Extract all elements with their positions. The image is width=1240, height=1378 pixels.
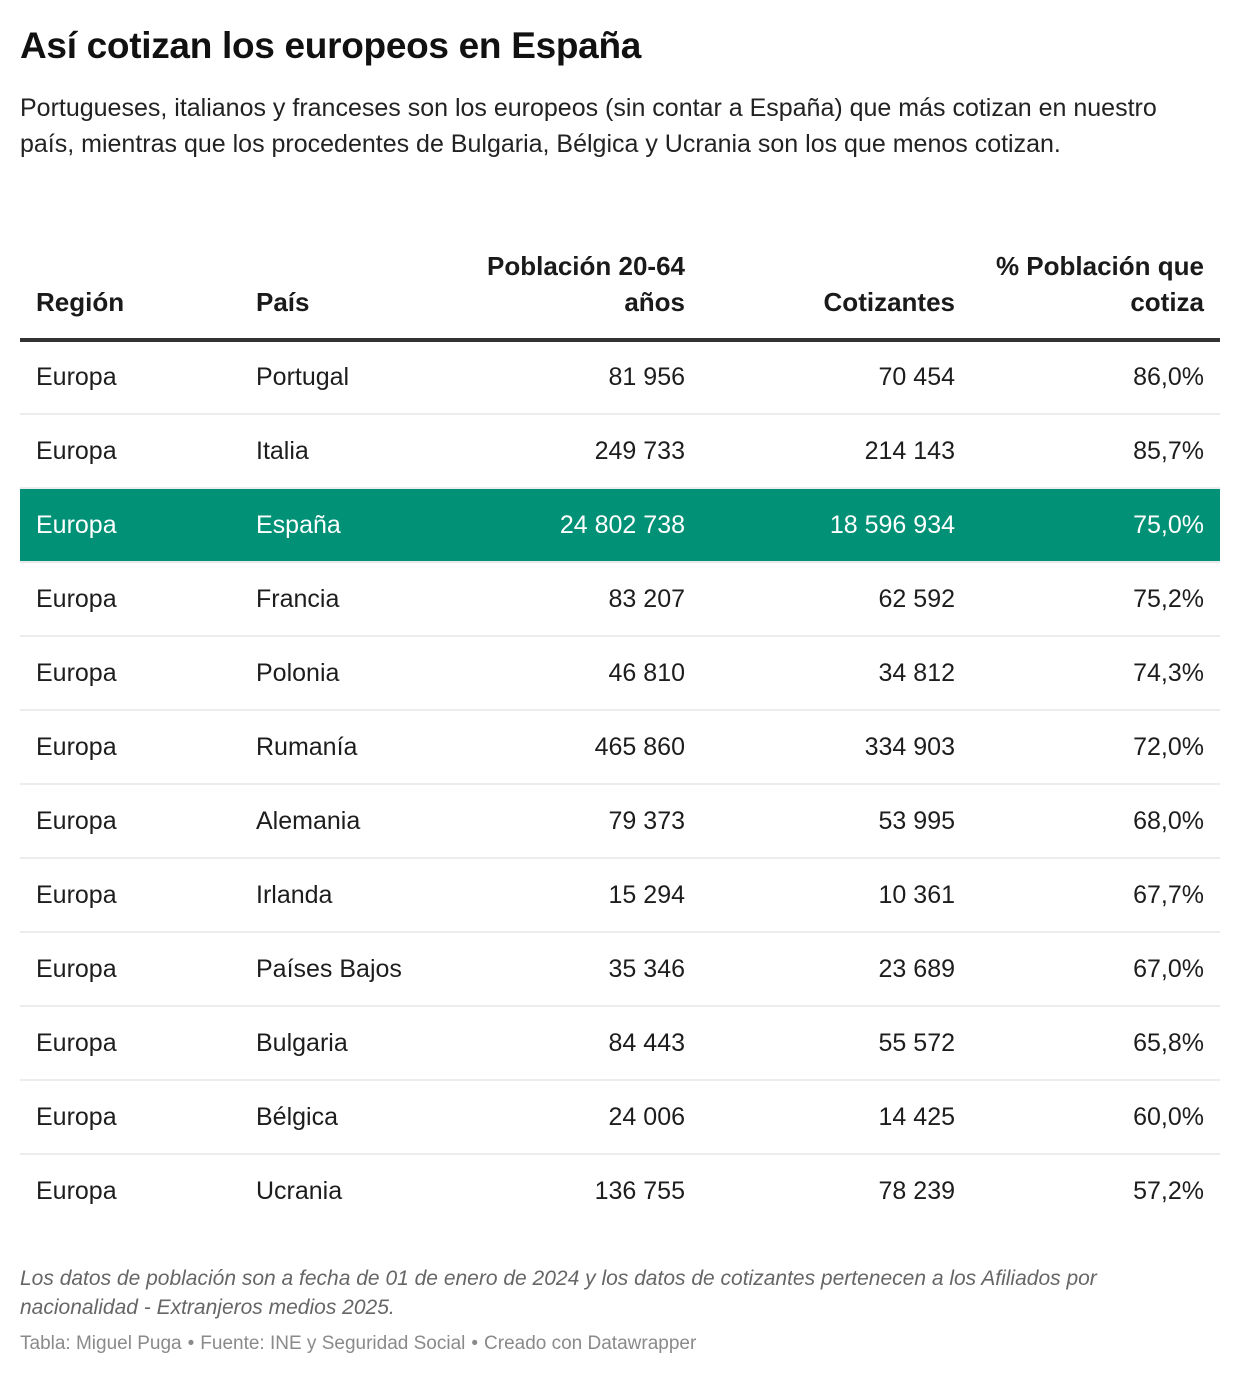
cell-region: Europa bbox=[36, 1177, 117, 1205]
cell-population: 24 006 bbox=[440, 1080, 701, 1155]
column-header-contributors[interactable]: Cotizantes bbox=[701, 240, 971, 342]
cell-population: 15 294 bbox=[440, 858, 701, 933]
cell-contributors: 34 812 bbox=[701, 636, 971, 711]
cell-population: 83 207 bbox=[440, 562, 701, 637]
data-table: Región País Población 20-64 años Cotizan… bbox=[20, 240, 1220, 1228]
cell-contributors: 10 361 bbox=[701, 858, 971, 933]
column-header-country[interactable]: País bbox=[240, 240, 440, 342]
chart-notes: Los datos de población son a fecha de 01… bbox=[20, 1267, 1097, 1319]
table-row: Europa Francia 83 207 62 592 75,2% bbox=[20, 562, 1220, 637]
credit-separator: • bbox=[471, 1333, 479, 1354]
table-row: Europa Bulgaria 84 443 55 572 65,8% bbox=[20, 1006, 1220, 1081]
table-row: Europa Portugal 81 956 70 454 86,0% bbox=[20, 340, 1220, 415]
cell-region: Europa bbox=[20, 488, 240, 563]
table-row: Europa Ucrania 136 755 78 239 57,2% bbox=[20, 1154, 1220, 1228]
column-header-percentage[interactable]: % Población que cotiza bbox=[971, 240, 1220, 342]
cell-percentage: 75,2% bbox=[971, 562, 1220, 637]
cell-region: Europa bbox=[20, 636, 240, 711]
cell-contributors: 14 425 bbox=[701, 1080, 971, 1155]
cell-percentage: 60,0% bbox=[971, 1080, 1220, 1155]
cell-region: Europa bbox=[20, 1006, 240, 1081]
cell-region: Europa bbox=[20, 710, 240, 785]
cell-population: 35 346 bbox=[440, 932, 701, 1007]
cell-population: 24 802 738 bbox=[440, 488, 701, 563]
cell-percentage: 67,7% bbox=[971, 858, 1220, 933]
cell-population: 79 373 bbox=[440, 784, 701, 859]
header-row: Región País Población 20-64 años Cotizan… bbox=[20, 240, 1220, 342]
chart-title: Así cotizan los europeos en España bbox=[20, 25, 642, 66]
cell-contributors: 62 592 bbox=[701, 562, 971, 637]
cell-country: Francia bbox=[240, 562, 440, 637]
cell-country: Alemania bbox=[240, 784, 440, 859]
cell-contributors: 214 143 bbox=[701, 414, 971, 489]
cell-region: Europa bbox=[20, 784, 240, 859]
cell-contributors: 55 572 bbox=[701, 1006, 971, 1081]
table-row: Europa Italia 249 733 214 143 85,7% bbox=[20, 414, 1220, 489]
cell-country: España bbox=[240, 488, 440, 563]
cell-country: Ucrania bbox=[256, 1177, 343, 1205]
cell-country: Países Bajos bbox=[240, 932, 440, 1007]
cell-population: 136 755 bbox=[594, 1177, 685, 1205]
cell-percentage: 75,0% bbox=[971, 488, 1220, 563]
cell-contributors: 70 454 bbox=[701, 340, 971, 415]
cell-region: Europa bbox=[20, 414, 240, 489]
chart-credits: Tabla: Miguel Puga • Fuente: INE y Segurid… bbox=[20, 1330, 696, 1358]
table-header: Región País Población 20-64 años Cotizan… bbox=[20, 240, 1220, 342]
credit-tool-link[interactable]: Creado con Datawrapper bbox=[484, 1333, 697, 1354]
cell-population: 81 956 bbox=[440, 340, 701, 415]
data-table-container: Región País Población 20-64 años Cotizan… bbox=[20, 240, 1220, 1228]
cell-percentage: 85,7% bbox=[971, 414, 1220, 489]
cell-country: Polonia bbox=[240, 636, 440, 711]
credit-author: Tabla: Miguel Puga bbox=[20, 1333, 182, 1354]
cell-population: 465 860 bbox=[440, 710, 701, 785]
table-row: Europa Rumanía 465 860 334 903 72,0% bbox=[20, 710, 1220, 785]
cell-contributors: 78 239 bbox=[878, 1177, 955, 1205]
cell-country: Irlanda bbox=[240, 858, 440, 933]
table-row: Europa Bélgica 24 006 14 425 60,0% bbox=[20, 1080, 1220, 1155]
table-row: Europa Alemania 79 373 53 995 68,0% bbox=[20, 784, 1220, 859]
table-row-highlighted: Europa España 24 802 738 18 596 934 75,0… bbox=[20, 488, 1220, 563]
cell-contributors: 334 903 bbox=[701, 710, 971, 785]
cell-region: Europa bbox=[20, 562, 240, 637]
table-row: Europa Polonia 46 810 34 812 74,3% bbox=[20, 636, 1220, 711]
cell-country: Bélgica bbox=[240, 1080, 440, 1155]
table-row: Europa Irlanda 15 294 10 361 67,7% bbox=[20, 858, 1220, 933]
column-header-population[interactable]: Población 20-64 años bbox=[440, 240, 701, 342]
table-row: Europa Países Bajos 35 346 23 689 67,0% bbox=[20, 932, 1220, 1007]
cell-contributors: 23 689 bbox=[701, 932, 971, 1007]
cell-country: Bulgaria bbox=[240, 1006, 440, 1081]
cell-region: Europa bbox=[20, 340, 240, 415]
cell-percentage: 86,0% bbox=[971, 340, 1220, 415]
cell-country: Rumanía bbox=[240, 710, 440, 785]
cell-population: 84 443 bbox=[440, 1006, 701, 1081]
cell-region: Europa bbox=[20, 932, 240, 1007]
cell-contributors: 53 995 bbox=[701, 784, 971, 859]
cell-percentage: 67,0% bbox=[971, 932, 1220, 1007]
cell-population: 249 733 bbox=[440, 414, 701, 489]
credit-source: Fuente: INE y Seguridad Social bbox=[200, 1333, 466, 1354]
chart-subtitle: Portugueses, italianos y franceses son l… bbox=[20, 94, 1157, 158]
credit-separator: • bbox=[187, 1333, 195, 1354]
cell-percentage: 72,0% bbox=[971, 710, 1220, 785]
cell-percentage: 74,3% bbox=[971, 636, 1220, 711]
cell-percentage: 65,8% bbox=[971, 1006, 1220, 1081]
cell-region: Europa bbox=[20, 858, 240, 933]
cell-contributors: 18 596 934 bbox=[701, 488, 971, 563]
table-body: Europa Portugal 81 956 70 454 86,0% Euro… bbox=[20, 340, 1220, 1228]
column-header-region[interactable]: Región bbox=[20, 240, 240, 342]
cell-population: 46 810 bbox=[440, 636, 701, 711]
cell-country: Italia bbox=[240, 414, 440, 489]
cell-country: Portugal bbox=[240, 340, 440, 415]
cell-percentage: 68,0% bbox=[971, 784, 1220, 859]
cell-percentage: 57,2% bbox=[1133, 1177, 1204, 1205]
cell-region: Europa bbox=[20, 1080, 240, 1155]
